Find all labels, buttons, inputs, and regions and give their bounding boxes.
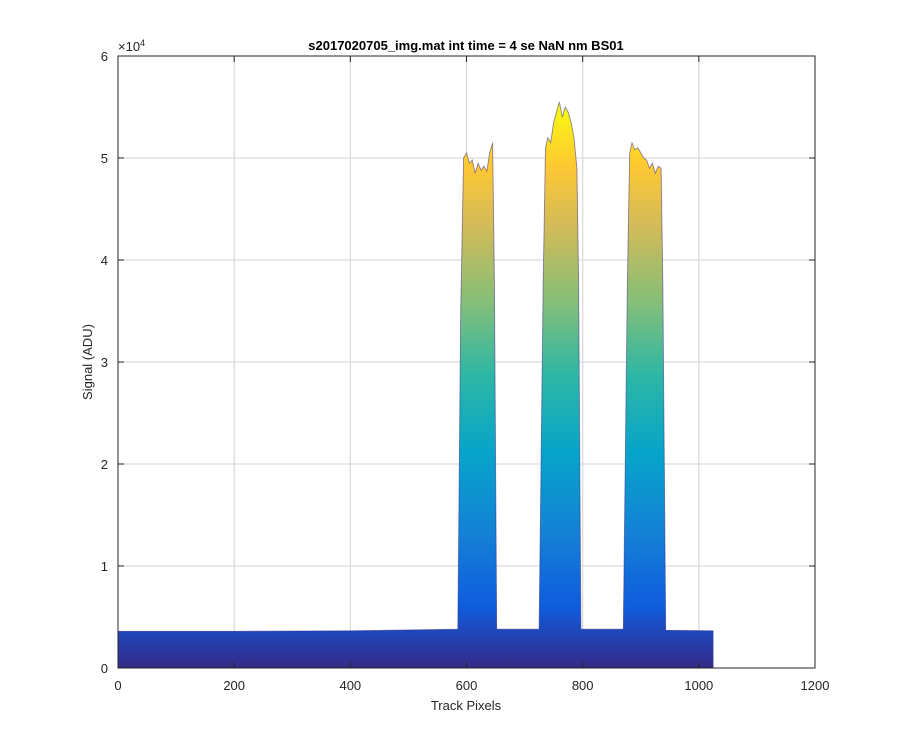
x-tick-label: 0 bbox=[114, 678, 121, 693]
x-tick-labels: 0 200 400 600 800 1000 1200 bbox=[114, 678, 829, 693]
chart-title: s2017020705_img.mat int time = 4 se NaN … bbox=[308, 38, 623, 53]
y-exponent-base: ×10 bbox=[118, 39, 140, 54]
tick-marks bbox=[117, 55, 816, 669]
x-tick-label: 800 bbox=[572, 678, 594, 693]
series-line bbox=[118, 101, 714, 632]
x-tick-label: 400 bbox=[339, 678, 361, 693]
series-layer bbox=[118, 101, 714, 668]
y-tick-label: 6 bbox=[101, 49, 108, 64]
y-tick-label: 2 bbox=[101, 457, 108, 472]
x-tick-label: 1000 bbox=[684, 678, 713, 693]
x-axis-label: Track Pixels bbox=[431, 698, 502, 713]
y-axis-label: Signal (ADU) bbox=[80, 324, 95, 400]
y-exponent-power: 4 bbox=[140, 38, 145, 48]
y-tick-labels: 0 1 2 3 4 5 6 bbox=[101, 49, 108, 676]
x-tick-label: 200 bbox=[223, 678, 245, 693]
y-tick-label: 1 bbox=[101, 559, 108, 574]
series-area bbox=[118, 101, 714, 668]
x-tick-label: 1200 bbox=[801, 678, 830, 693]
y-tick-label: 3 bbox=[101, 355, 108, 370]
y-tick-label: 4 bbox=[101, 253, 108, 268]
y-exponent-label: ×104 bbox=[118, 38, 145, 54]
y-tick-label: 5 bbox=[101, 151, 108, 166]
x-tick-label: 600 bbox=[456, 678, 478, 693]
y-tick-label: 0 bbox=[101, 661, 108, 676]
